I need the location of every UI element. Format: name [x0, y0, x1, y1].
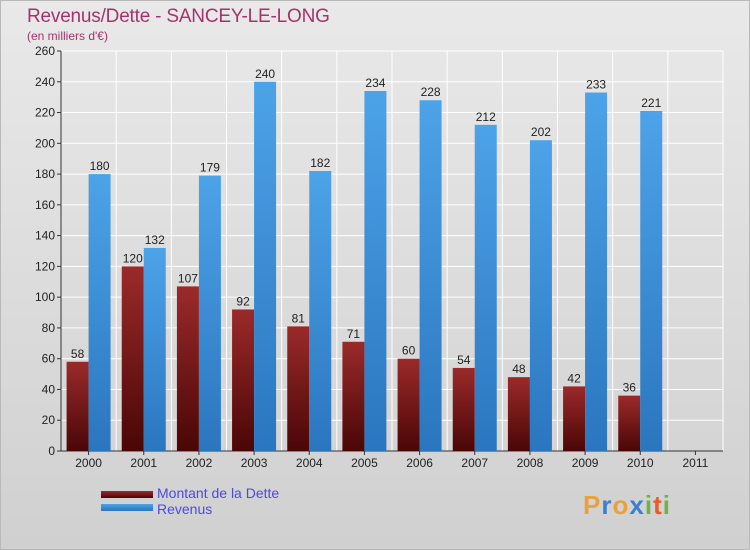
bar-layer: [66, 81, 663, 452]
bar-dette: [121, 266, 144, 451]
data-label-dette: 81: [292, 311, 306, 325]
y-tick-label: 240: [35, 75, 55, 89]
y-tick-label: 260: [35, 44, 55, 58]
bar-revenus: [529, 140, 552, 451]
logo-letter: t: [653, 490, 663, 520]
data-label-revenus: 182: [310, 156, 330, 170]
bar-revenus: [309, 171, 332, 451]
x-tick-label: 2004: [296, 456, 323, 470]
x-tick-label: 2007: [461, 456, 488, 470]
bar-dette: [176, 286, 199, 451]
legend-label-revenus: Revenus: [157, 501, 213, 517]
bar-revenus: [474, 124, 497, 451]
y-tick-label: 80: [42, 321, 56, 335]
y-tick-label: 0: [48, 444, 55, 458]
bar-revenus: [585, 92, 608, 452]
data-label-dette: 54: [457, 353, 471, 367]
data-label-dette: 36: [623, 381, 637, 395]
legend-label-dette: Montant de la Dette: [157, 485, 280, 501]
data-label-revenus: 202: [531, 125, 551, 139]
x-tick-label: 2010: [627, 456, 654, 470]
y-tick-label: 120: [35, 259, 55, 273]
bar-dette: [232, 309, 255, 451]
y-tick-label: 20: [42, 413, 56, 427]
logo-letter: i: [644, 490, 654, 520]
y-tick-label: 180: [35, 167, 55, 181]
bar-revenus: [88, 174, 111, 452]
x-tick-label: 2000: [75, 456, 102, 470]
y-tick-label: 60: [42, 352, 56, 366]
bar-dette: [66, 361, 89, 451]
x-tick-label: 2003: [241, 456, 268, 470]
x-tick-label: 2009: [572, 456, 599, 470]
y-tick-label: 40: [42, 382, 56, 396]
legend-swatch-dette: [101, 491, 153, 498]
bar-dette: [397, 358, 420, 451]
x-tick-label: 2002: [186, 456, 213, 470]
bar-revenus: [254, 81, 277, 452]
data-label-dette: 48: [512, 362, 526, 376]
bar-dette: [563, 386, 586, 451]
x-tick-label: 2005: [351, 456, 378, 470]
data-label-revenus: 234: [365, 76, 385, 90]
data-label-dette: 92: [236, 294, 250, 308]
data-label-revenus: 212: [476, 110, 496, 124]
bar-dette: [342, 341, 365, 451]
x-tick-label: 2011: [683, 456, 709, 470]
bar-revenus: [198, 175, 221, 451]
bar-dette: [618, 395, 641, 451]
legend-swatch-revenus: [101, 504, 153, 511]
y-tick-label: 100: [35, 290, 55, 304]
x-tick-label: 2008: [517, 456, 544, 470]
x-tick-label: 2006: [406, 456, 433, 470]
data-label-revenus: 179: [200, 161, 220, 175]
logo-letter: o: [612, 490, 630, 520]
data-label-dette: 107: [178, 271, 198, 285]
chart-subtitle: (en milliers d'€): [27, 29, 108, 43]
axis-layer: 0 20 40 60 80 100 120 140 160 180 200 220 240 260 2000…: [35, 44, 723, 470]
data-label-dette: 60: [402, 344, 416, 358]
y-tick-label: 140: [35, 229, 55, 243]
data-label-dette: 71: [347, 327, 361, 341]
y-tick-label: 200: [35, 136, 55, 150]
data-label-revenus: 233: [586, 78, 606, 92]
y-tick-label: 220: [35, 106, 55, 120]
data-label-revenus: 228: [421, 85, 441, 99]
data-label-dette: 120: [123, 251, 143, 265]
logo-letter: P: [583, 490, 602, 520]
proxiti-logo: Proxiti: [583, 490, 671, 521]
data-label-dette: 42: [567, 371, 581, 385]
data-label-revenus: 221: [641, 96, 661, 110]
x-tick-label: 2001: [130, 456, 157, 470]
data-label-revenus: 132: [145, 233, 165, 247]
y-tick-label: 160: [35, 198, 55, 212]
bar-revenus: [364, 91, 387, 451]
data-label-revenus: 180: [90, 159, 110, 173]
bar-dette: [287, 326, 310, 451]
logo-letter: r: [601, 490, 613, 520]
data-label-revenus: 240: [255, 67, 275, 81]
bar-revenus: [143, 247, 166, 451]
logo-letter: x: [629, 490, 645, 520]
logo-letter: i: [662, 490, 671, 520]
bar-revenus: [419, 100, 442, 451]
bar-dette: [507, 377, 530, 451]
bar-revenus: [640, 111, 663, 451]
chart-title: Revenus/Dette - SANCEY-LE-LONG: [27, 6, 330, 27]
data-label-dette: 58: [71, 347, 85, 361]
bar-dette: [452, 367, 475, 451]
